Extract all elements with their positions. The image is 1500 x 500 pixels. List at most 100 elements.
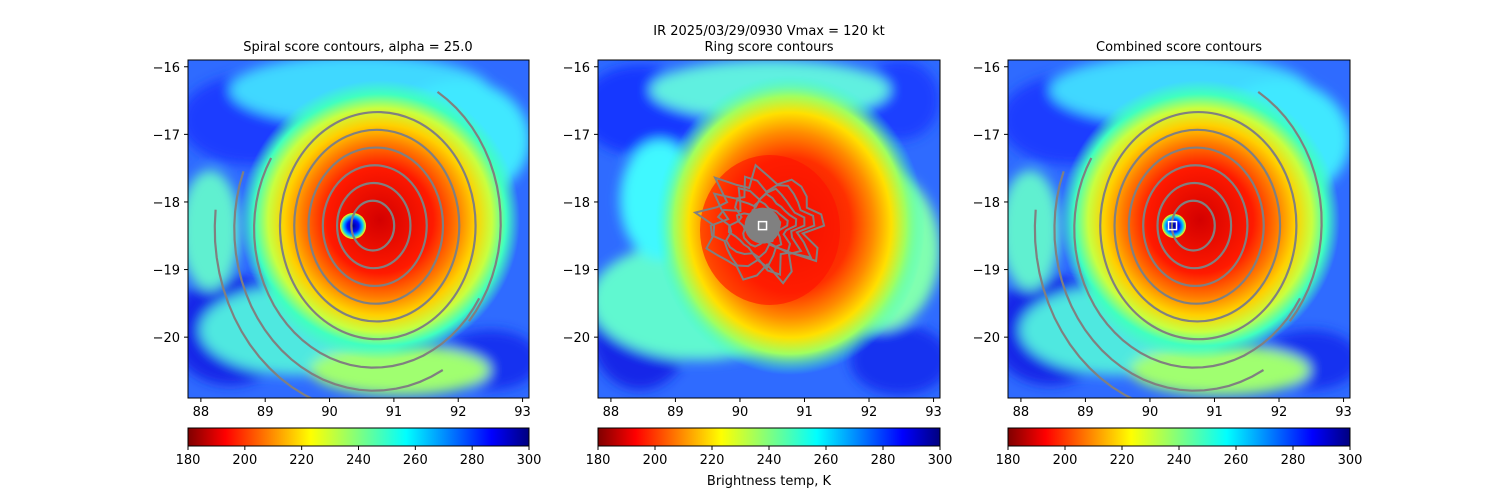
colorbar-tick-label: 180	[996, 453, 1021, 468]
x-axis: 88 89 90 91 92 93	[193, 398, 531, 420]
x-tick-label: 90	[321, 405, 338, 420]
colorbar-tick-label: 180	[176, 453, 201, 468]
colorbar-tick-label: 240	[346, 453, 371, 468]
x-tick-label: 93	[514, 405, 531, 420]
x-tick-label: 89	[667, 405, 684, 420]
plot-frame	[187, 59, 530, 399]
colorbar-tick-label: 280	[1281, 453, 1306, 468]
x-axis: 88 89 90 91 92 93	[1013, 398, 1352, 420]
x-tick-label: 92	[1271, 405, 1288, 420]
spiral-contour-line	[252, 157, 481, 369]
figure-suptitle: IR 2025/03/29/0930 Vmax = 120 kt	[653, 24, 884, 39]
x-tick-label: 93	[925, 405, 942, 420]
y-tick-label: −18	[973, 196, 1000, 211]
colorbar-tick-label: 300	[517, 453, 542, 468]
colorbar-tick-label: 220	[700, 453, 725, 468]
y-tick-label: −16	[973, 61, 1000, 76]
colorbar: 180 200 220 240 260 280 300	[586, 427, 953, 468]
colorbar-tick-label: 200	[643, 453, 668, 468]
colorbar-label: Brightness temp, K	[707, 474, 832, 489]
y-tick-label: −18	[563, 196, 590, 211]
y-tick-label: −17	[973, 128, 1000, 143]
panel-ring: Ring score contours 88 89 90 91 92 93 −16−17−…	[563, 40, 953, 489]
score-contour-line	[350, 199, 396, 252]
spiral-contour-line	[1257, 91, 1323, 322]
spiral-contour-line	[1033, 209, 1134, 398]
spiral-contour-line	[233, 170, 444, 392]
plot-frame	[1007, 59, 1351, 399]
colorbar-tick-label: 220	[289, 453, 314, 468]
x-tick-label: 92	[450, 405, 467, 420]
score-contour-line	[1127, 146, 1265, 305]
x-tick-label: 91	[386, 405, 403, 420]
x-tick-label: 89	[1077, 405, 1094, 420]
colorbar: 180 200 220 240 260 280 300	[176, 427, 542, 468]
y-tick-label: −20	[973, 331, 1000, 346]
colorbar-bar	[597, 427, 941, 447]
colorbar-tick-label: 280	[460, 453, 485, 468]
score-contour-line	[278, 110, 477, 341]
colorbar-tick-label: 200	[1053, 453, 1078, 468]
panel-combined: Combined score contours 88 89 90 91 92 93 −16…	[973, 40, 1363, 468]
panel-title: Ring score contours	[704, 40, 833, 55]
panel-spiral: Spiral score contours, alpha = 25.0 88 89…	[153, 40, 542, 468]
x-tick-label: 91	[796, 405, 813, 420]
spiral-contour-line	[1073, 157, 1301, 369]
colorbar-tick-label: 240	[1167, 453, 1192, 468]
score-contours	[213, 91, 502, 398]
spiral-contour-line	[213, 209, 314, 398]
score-contour-line	[1142, 164, 1249, 288]
ring-contour-line	[716, 186, 806, 269]
colorbar: 180 200 220 240 260 280 300	[996, 427, 1363, 468]
colorbar-tick-label: 260	[403, 453, 428, 468]
x-tick-label: 90	[1142, 405, 1159, 420]
x-tick-label: 92	[861, 405, 878, 420]
center-marker	[757, 220, 768, 231]
y-axis: −16 −17 −18 −19 −20	[973, 61, 1008, 346]
y-tick-label: −17	[153, 128, 180, 143]
ring-score-peak	[744, 207, 781, 244]
plot-frame	[597, 59, 941, 399]
spiral-contour-line	[436, 91, 502, 322]
y-axis: −16 −17 −18 −19 −20	[563, 61, 598, 346]
y-tick-label: −16	[153, 61, 180, 76]
score-contour-line	[321, 164, 428, 288]
score-contour-line	[1099, 110, 1298, 341]
heatmap-image	[1008, 60, 1350, 398]
colorbar-tick-label: 260	[1224, 453, 1249, 468]
score-contour-line	[1170, 199, 1216, 252]
panel-title: Combined score contours	[1096, 40, 1262, 55]
y-tick-label: −20	[153, 331, 180, 346]
colorbar-bar	[187, 427, 530, 447]
colorbar-tick-label: 180	[586, 453, 611, 468]
heatmap-image	[188, 60, 529, 398]
score-contour-line	[1113, 128, 1282, 323]
x-tick-label: 88	[1013, 405, 1030, 420]
colorbar-tick-label: 220	[1110, 453, 1135, 468]
y-axis: −16 −17 −18 −19 −20	[153, 61, 188, 346]
x-tick-label: 91	[1206, 405, 1223, 420]
x-axis: 88 89 90 91 92 93	[603, 398, 942, 420]
colorbar-bar	[1007, 427, 1351, 447]
y-tick-label: −16	[563, 61, 590, 76]
x-tick-label: 88	[603, 405, 620, 420]
colorbar-tick-label: 200	[232, 453, 257, 468]
y-tick-label: −19	[973, 264, 1000, 279]
x-tick-label: 88	[193, 405, 210, 420]
panel-title: Spiral score contours, alpha = 25.0	[243, 40, 472, 55]
ring-contour-line	[692, 163, 826, 285]
y-tick-label: −19	[563, 264, 590, 279]
score-contour-line	[293, 128, 461, 323]
score-contour-line	[307, 146, 445, 305]
colorbar-tick-label: 240	[757, 453, 782, 468]
score-contours	[1033, 91, 1323, 398]
center-marker	[1167, 220, 1178, 231]
y-tick-label: −17	[563, 128, 590, 143]
colorbar-tick-label: 260	[814, 453, 839, 468]
x-tick-label: 89	[257, 405, 274, 420]
colorbar-tick-label: 300	[928, 453, 953, 468]
score-contour-line	[335, 181, 412, 270]
colorbar-tick-label: 300	[1338, 453, 1363, 468]
y-tick-label: −20	[563, 331, 590, 346]
